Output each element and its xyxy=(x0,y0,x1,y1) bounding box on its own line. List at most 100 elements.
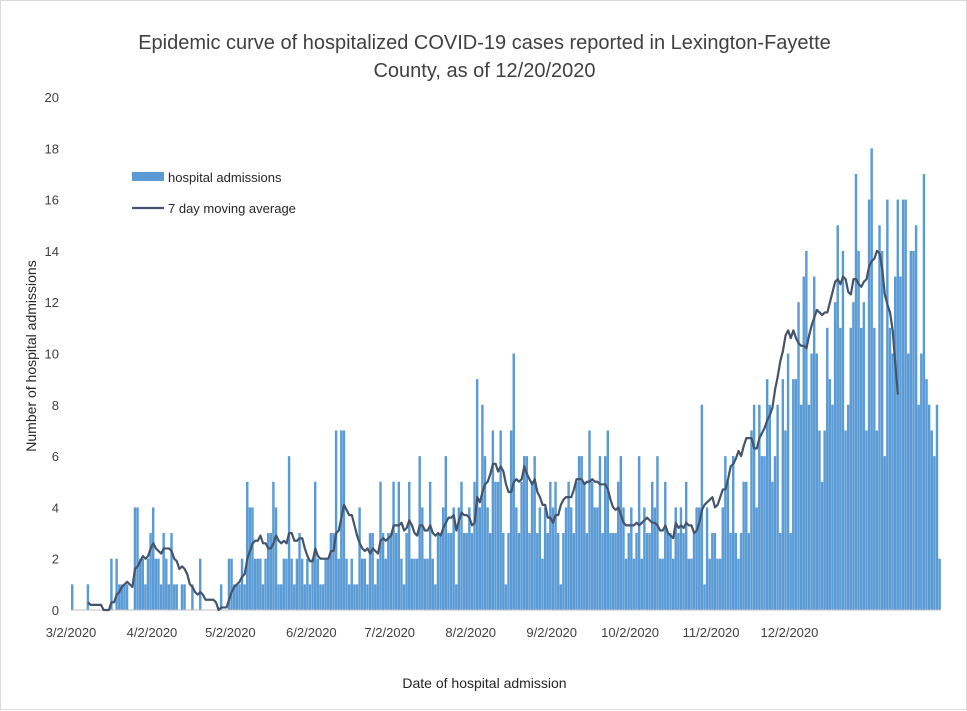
bar xyxy=(899,276,902,610)
bar xyxy=(713,533,717,610)
bar xyxy=(543,507,547,610)
bar xyxy=(418,456,421,610)
bar xyxy=(368,533,372,610)
chart-title: Epidemic curve of hospitalized COVID-19 … xyxy=(1,29,967,85)
bar xyxy=(381,533,385,610)
bar xyxy=(912,250,915,610)
bar xyxy=(415,558,419,610)
x-tick-label: 5/2/2020 xyxy=(205,625,256,640)
bar xyxy=(583,481,586,610)
bar xyxy=(308,584,312,610)
bar xyxy=(734,533,738,610)
bar xyxy=(452,507,455,610)
bar xyxy=(138,558,142,610)
bar xyxy=(705,507,709,610)
bar xyxy=(784,430,787,610)
x-tick-label: 7/2/2020 xyxy=(364,625,415,640)
bar xyxy=(439,533,442,610)
bar xyxy=(455,584,458,610)
bar xyxy=(671,558,675,610)
bar xyxy=(841,250,845,610)
bar xyxy=(141,558,144,610)
bar xyxy=(739,533,743,610)
bar xyxy=(878,225,881,610)
bar xyxy=(502,533,505,610)
bar xyxy=(867,199,871,610)
bar xyxy=(423,558,427,610)
bar xyxy=(729,533,732,610)
bar xyxy=(175,584,178,610)
bar xyxy=(546,533,549,610)
bar xyxy=(596,507,599,610)
bar xyxy=(441,507,445,610)
bar xyxy=(227,558,231,610)
bar xyxy=(622,507,625,610)
bar xyxy=(721,507,724,610)
bar xyxy=(345,558,348,610)
bar xyxy=(797,302,800,610)
bar xyxy=(170,533,173,610)
bar xyxy=(347,584,351,610)
bar xyxy=(810,353,813,610)
bar xyxy=(846,404,850,610)
legend-bar-swatch xyxy=(132,172,164,181)
bar xyxy=(277,584,280,610)
bar xyxy=(718,558,722,610)
bar xyxy=(494,481,497,610)
bar xyxy=(428,481,432,610)
bar xyxy=(408,481,411,610)
bar xyxy=(251,507,254,610)
bar xyxy=(324,558,327,610)
bar xyxy=(413,558,416,610)
bar xyxy=(264,558,267,610)
x-tick-label: 8/2/2020 xyxy=(445,625,496,640)
bar xyxy=(609,533,612,610)
bar xyxy=(248,507,252,610)
bar xyxy=(703,584,706,610)
bar xyxy=(849,327,852,610)
bar xyxy=(144,584,147,610)
x-axis-ticks: 3/2/2020 4/2/2020 5/2/2020 6/2/2020 7/2/2020… xyxy=(46,625,819,640)
bar xyxy=(883,456,886,610)
bar xyxy=(232,584,236,610)
bar xyxy=(551,507,555,610)
y-tick-label: 12 xyxy=(45,295,59,310)
bar xyxy=(914,225,918,610)
bar xyxy=(259,558,262,610)
bar xyxy=(831,404,834,610)
bar xyxy=(444,456,448,610)
bar xyxy=(136,507,139,610)
y-tick-label: 2 xyxy=(52,552,59,567)
x-tick-label: 3/2/2020 xyxy=(46,625,97,640)
bar xyxy=(361,558,364,610)
bar xyxy=(891,353,894,610)
bar xyxy=(588,430,591,610)
bar xyxy=(504,584,508,610)
bar xyxy=(327,558,330,610)
bar xyxy=(460,481,463,610)
bar xyxy=(661,558,664,610)
bar xyxy=(807,404,811,610)
bar xyxy=(350,558,353,610)
bar xyxy=(421,507,424,610)
bar xyxy=(833,302,837,610)
bar xyxy=(679,507,683,610)
bar xyxy=(549,481,552,610)
bar xyxy=(363,558,367,610)
bar xyxy=(274,507,278,610)
bar xyxy=(478,507,481,610)
bar xyxy=(888,327,892,610)
bar xyxy=(530,481,534,610)
bar xyxy=(619,456,623,610)
bar xyxy=(880,250,884,610)
bar xyxy=(358,507,361,610)
bar xyxy=(765,379,769,610)
bar xyxy=(617,481,620,610)
bar xyxy=(724,456,727,610)
bar xyxy=(392,481,395,610)
x-tick-label: 10/2/2020 xyxy=(601,625,659,640)
bar xyxy=(572,533,576,610)
bar xyxy=(402,584,406,610)
bar xyxy=(157,558,160,610)
